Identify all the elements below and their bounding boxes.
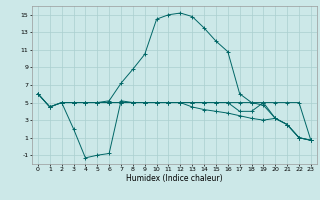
X-axis label: Humidex (Indice chaleur): Humidex (Indice chaleur): [126, 174, 223, 183]
